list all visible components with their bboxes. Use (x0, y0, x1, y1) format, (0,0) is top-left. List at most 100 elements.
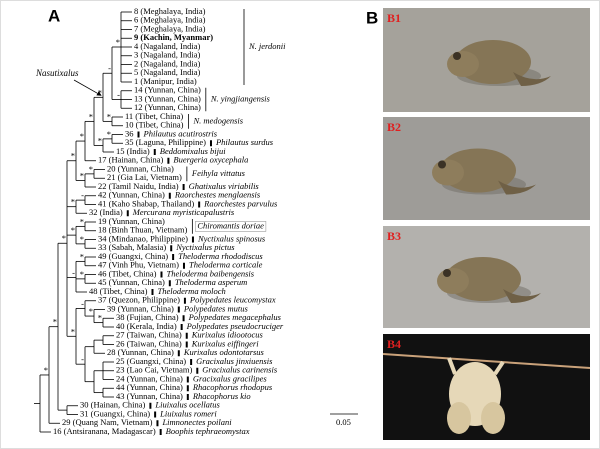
species-label: Polypedates mutus (183, 303, 249, 313)
species-label: Liuixalus ocellatus (154, 400, 220, 410)
frog-eye (443, 269, 451, 277)
leaf-label: 30 (Hainan, China) (80, 400, 146, 410)
species-label: Polypedates pseudocruciger (186, 321, 284, 331)
photo: B1 (383, 8, 590, 112)
support-value: * (80, 131, 84, 141)
support-value: * (80, 269, 84, 279)
leaf-label: 20 (Yunnan, China) (107, 163, 174, 173)
group-label: N. jerdonii (248, 41, 286, 51)
support-value: * (53, 317, 57, 327)
leaf-label: 18 (Binh Thuan, Vietnam) (98, 225, 188, 235)
photo-label: B4 (387, 337, 401, 351)
leaf-label: 9 (Kachin, Myanmar) (134, 32, 213, 42)
leaf-label: 15 (India) (116, 146, 150, 156)
species-bar (190, 359, 193, 365)
frog-leg (498, 180, 536, 195)
species-label: Kurixalus idiootocus (191, 330, 264, 340)
leaf-label: 19 (Yunnan, China) (98, 216, 165, 226)
species-bar (183, 297, 186, 304)
species-label: Philautus surdus (215, 137, 274, 147)
leaf-label: 13 (Yunnan, China) (134, 93, 201, 103)
leaf-label: 25 (Guangxi, China) (116, 356, 186, 366)
leaf-label: 11 (Tibet, China) (125, 111, 183, 121)
photo: B3 (383, 226, 590, 328)
leaf-label: 36 (125, 128, 134, 138)
panel-label: A (48, 6, 60, 25)
species-bar (153, 149, 156, 155)
species-bar (156, 420, 159, 427)
clade-label: Nasutixalus (35, 68, 79, 78)
species-label: Mercurana myristicapalustris (132, 207, 235, 217)
leaf-label: 46 (Tibet, China) (98, 268, 157, 278)
species-bar (159, 429, 162, 435)
wire (382, 353, 591, 369)
species-label: Liuixalus romeri (159, 408, 217, 418)
frog-leg (513, 72, 551, 86)
species-bar (168, 192, 171, 199)
leaf-label: 45 (Yunnan, China) (98, 277, 165, 287)
support-value: - (81, 190, 84, 200)
support-value: * (71, 197, 75, 207)
species-label: Theloderma asperum (175, 277, 247, 287)
photo-label: B2 (387, 120, 401, 134)
support-value: * (44, 365, 48, 375)
support-value: * (80, 251, 84, 261)
species-bar (196, 367, 199, 374)
species-label: Limnonectes poilani (161, 417, 232, 427)
species-label: Buergeria oxycephala (173, 155, 248, 165)
photo: B2 (383, 117, 590, 220)
leaf-label: 33 (Sabah, Malasia) (98, 242, 166, 252)
frog-leg (481, 402, 505, 434)
species-bar (186, 394, 189, 400)
species-bar (160, 271, 163, 278)
species-label: Polypedates leucomystax (189, 295, 276, 305)
group-label: Feihyla vittatus (191, 168, 246, 178)
species-bar (177, 306, 180, 313)
support-value: - (72, 267, 75, 277)
leaf-label: 12 (Yunnan, China) (134, 102, 201, 112)
support-value: - (117, 89, 120, 99)
species-label: Raorchestes menglaensis (174, 190, 261, 200)
species-label: Theloderma corticale (189, 260, 263, 270)
leaf-label: 43 (Yunnan, China) (116, 391, 183, 401)
leaf-label: 49 (Guangxi, China) (98, 251, 168, 261)
leaf-label: 37 (Quezon, Philippine) (98, 295, 180, 305)
group-label: Chiromantis doriae (197, 220, 264, 230)
species-bar (149, 402, 152, 409)
support-value: * (98, 135, 102, 145)
leaf-label: 4 (Nagaland, India) (134, 41, 200, 51)
leaf-label: 22 (Tamil Naidu, India) (98, 181, 179, 191)
group-label: N. yingjiangensis (210, 93, 271, 103)
support-value: * (80, 216, 84, 226)
species-bar (126, 210, 129, 217)
label-box (195, 221, 267, 232)
support-value: * (71, 151, 75, 161)
leaf-label: 1 (Manipur, India) (134, 76, 197, 86)
photo-label: B1 (387, 11, 401, 25)
species-bar (180, 324, 183, 330)
leaf-label: 41 (Kaho Shabap, Thailand) (98, 198, 194, 208)
support-value: * (107, 111, 111, 121)
species-bar (170, 245, 173, 252)
species-label: Ghatixalus viriabilis (189, 181, 260, 191)
leaf-label: 5 (Nagaland, India) (134, 67, 200, 77)
leaf-label: 48 (Tibet, China) (89, 286, 148, 296)
leaf-label: 8 (Meghalaya, India) (134, 6, 206, 16)
species-bar (151, 289, 154, 295)
group-label: N. medogensis (192, 115, 243, 125)
leaf-label: 27 (Taiwan, China) (116, 330, 182, 340)
species-bar (191, 236, 194, 243)
species-label: Rhacophorus kio (192, 391, 251, 401)
species-bar (167, 157, 170, 164)
species-label: Gracixalus jinxiuensis (196, 356, 273, 366)
support-value: * (89, 164, 93, 174)
species-bar (177, 350, 180, 357)
support-value: * (62, 233, 66, 243)
arrow (73, 79, 102, 96)
leaf-label: 3 (Nagaland, India) (134, 50, 200, 60)
frog-eye (438, 160, 446, 169)
species-bar (185, 341, 188, 348)
species-bar (209, 140, 212, 147)
support-value: * (116, 37, 120, 47)
frog-arm (447, 357, 505, 376)
